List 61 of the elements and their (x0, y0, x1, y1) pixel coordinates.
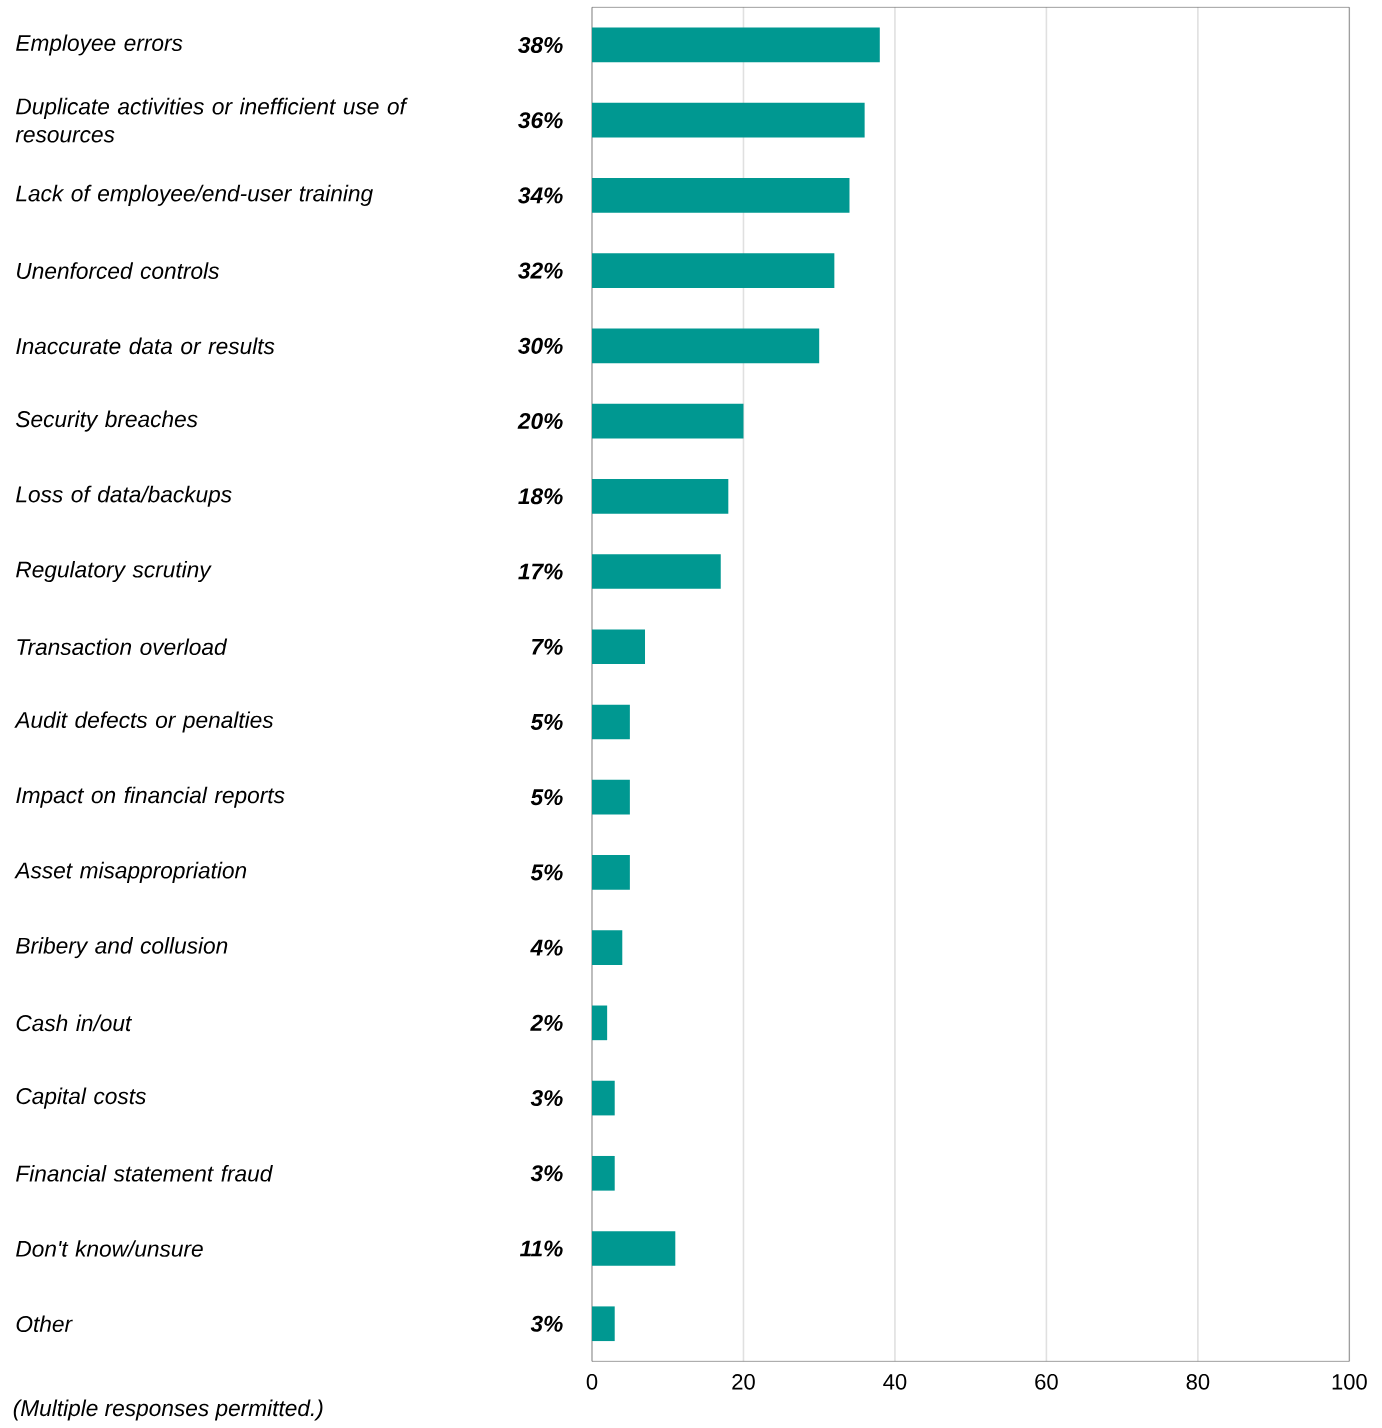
bar (592, 102, 865, 138)
y-tick-label: Employee errors (16, 34, 183, 56)
data-label: 20% (517, 413, 563, 430)
data-label: 32% (518, 262, 563, 279)
data-label: 7% (532, 638, 563, 655)
data-label: 18% (518, 488, 563, 505)
bar (592, 704, 630, 740)
y-tick-label: Loss of data/backups (16, 485, 232, 507)
bar (592, 629, 646, 665)
bar (592, 1005, 608, 1041)
bar (592, 403, 744, 439)
text: (Multiple responses permitted.) (13, 1399, 323, 1421)
y-tick-label: Cash in/out (16, 1014, 133, 1032)
y-tick-label: Other (16, 1315, 73, 1333)
data-label: 30% (518, 337, 563, 354)
bar (592, 855, 630, 890)
y-tick-label: Unenforced controls (17, 262, 219, 279)
data-label: 36% (518, 112, 563, 129)
data-label: 5% (530, 713, 563, 730)
y-tick-label: Security breaches (16, 410, 198, 432)
bar (592, 779, 630, 815)
data-label: 2% (530, 1014, 563, 1031)
y-tick-label: Regulatory scrutiny (16, 560, 212, 583)
data-label: 5% (530, 789, 563, 806)
bar (592, 1306, 615, 1342)
bar (592, 27, 880, 63)
x-tick-label: 60 (1035, 1374, 1058, 1390)
bar (592, 178, 850, 213)
x-tick-label: 40 (883, 1374, 907, 1390)
bar (592, 1231, 676, 1266)
data-label: 5% (530, 864, 563, 881)
data-label: 11% (519, 1240, 563, 1257)
data-label: 3% (530, 1165, 563, 1182)
y-tick-label: Inaccurate data or results (16, 337, 275, 355)
y-tick-label: Asset misappropriation (14, 861, 247, 883)
y-tick-label: Bribery and collusion (16, 937, 228, 959)
y-tick-label: Lack of employee/end-user training (16, 184, 373, 206)
data-label: 3% (530, 1090, 563, 1107)
data-label: 38% (518, 36, 563, 53)
bar (592, 478, 729, 514)
bar (592, 328, 820, 364)
data-label: 34% (518, 187, 563, 204)
y-tick-label: Capital costs (16, 1087, 146, 1109)
y-tick-label: Transaction overload (17, 638, 228, 656)
x-tick-label: 0 (586, 1374, 598, 1390)
y-tick-label: Financial statement fraud (16, 1164, 273, 1182)
y-tick-label: Impact on financial reports (16, 786, 285, 808)
bar (592, 930, 623, 965)
x-tick-label: 20 (732, 1374, 755, 1390)
bar (592, 554, 721, 589)
data-label: 3% (530, 1315, 563, 1332)
y-tick-label: Don't know/unsure (16, 1240, 203, 1257)
data-label: 4% (530, 939, 563, 956)
y-tick-label: Audit defects or penalties (14, 711, 274, 733)
bar (592, 1080, 615, 1116)
y-tick-label: Duplicate activities or inefficient use of resources (15, 97, 408, 143)
bar (592, 1155, 615, 1191)
x-tick-label: 80 (1186, 1374, 1210, 1390)
x-tick-label: 100 (1332, 1374, 1367, 1390)
bar (592, 253, 835, 288)
data-label: 17% (518, 563, 563, 580)
